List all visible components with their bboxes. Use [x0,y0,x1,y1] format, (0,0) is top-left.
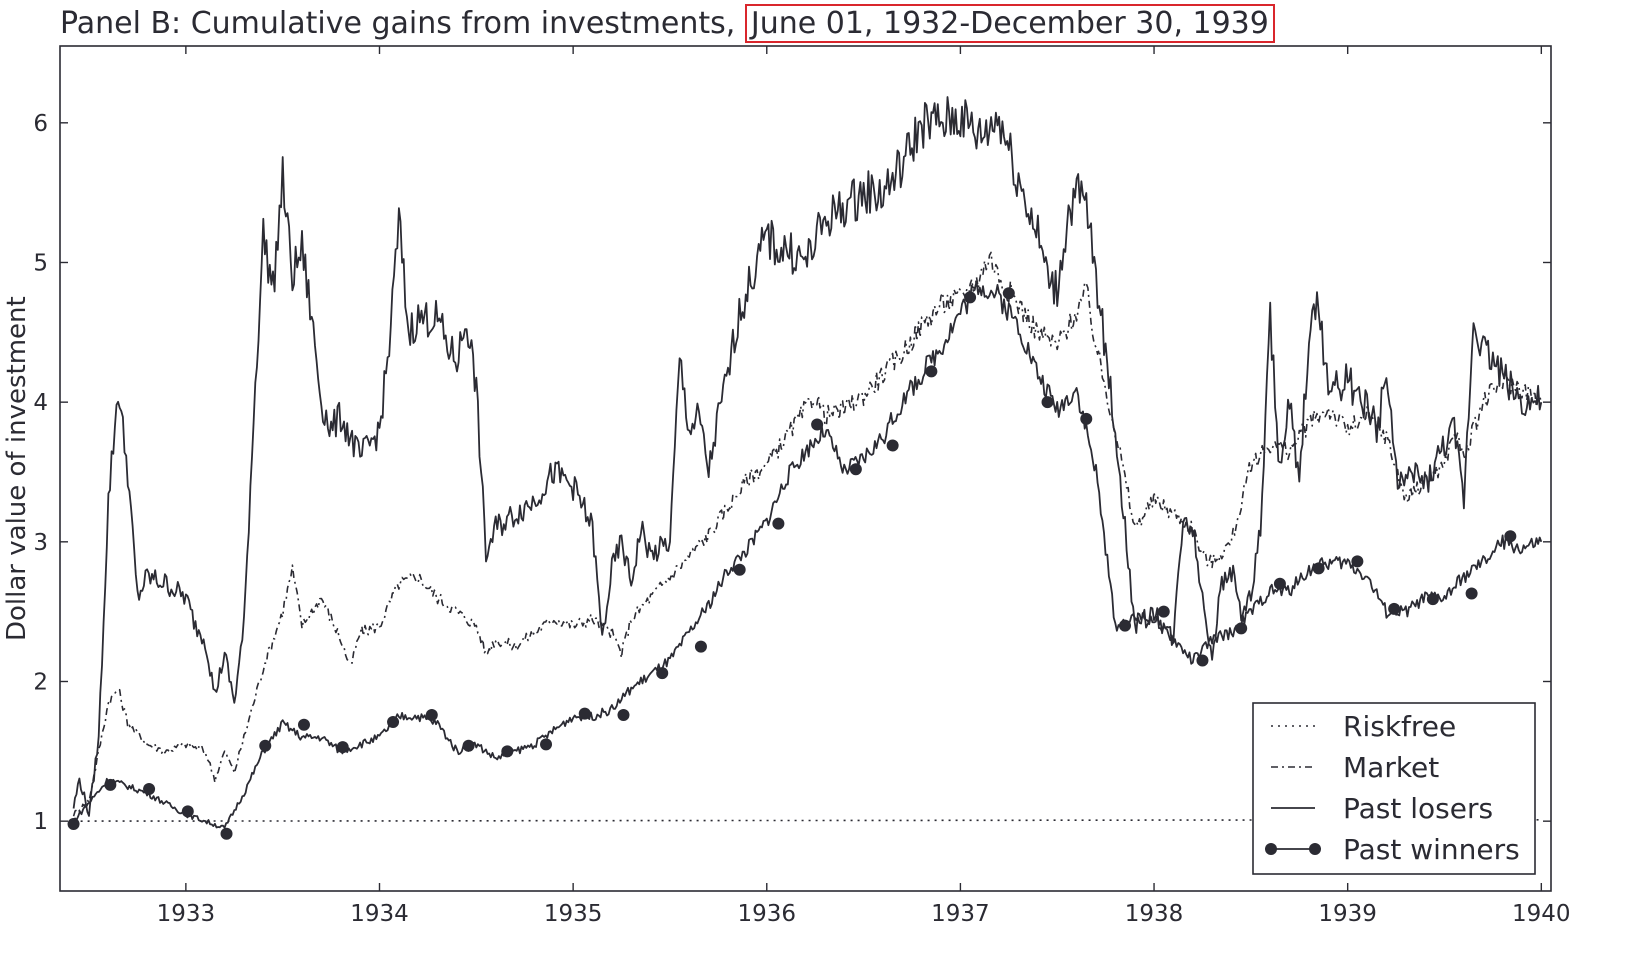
past-winners-marker [67,817,80,830]
past-winners-marker [336,741,349,754]
past-winners-marker [1388,602,1401,615]
past-winners-marker [425,709,438,722]
x-tick-label: 1938 [1125,901,1184,927]
y-tick-label: 1 [33,809,48,835]
x-tick-label: 1933 [157,901,216,927]
past-winners-marker [259,739,272,752]
past-winners-marker [181,805,194,818]
legend: Riskfree Market Past losers Past winners [1252,702,1536,875]
past-winners-marker [462,739,475,752]
past-winners-marker [1426,593,1439,606]
past-winners-marker [811,418,824,431]
chart-title-prefix: Panel B: Cumulative gains from investmen… [60,6,736,41]
series-line-past-losers [72,96,1543,817]
series-line-market [72,251,1543,817]
past-winners-marker [656,667,669,680]
past-winners-marker [849,463,862,476]
past-winners-marker [578,707,591,720]
axes-layer: 1933 1934 1935 1936 1937 1938 1939 1940 1 2 3 4 5 6 [33,46,1571,927]
chart-title-date-range: June 01, 1932-December 30, 1939 [744,4,1275,43]
past-winners-marker [694,640,707,653]
x-tick-label: 1934 [350,901,409,927]
past-winners-marker [733,563,746,576]
y-tick-label: 4 [33,390,48,416]
past-winners-marker [1080,412,1093,425]
past-winners-marker [220,827,233,840]
legend-label: Past losers [1343,792,1493,825]
plot-frame [59,45,1552,892]
past-winners-marker [143,783,156,796]
past-winners-marker [297,718,310,731]
past-winners-marker [1312,562,1325,575]
past-winners-marker [925,365,938,378]
past-winners-marker [1273,577,1286,590]
x-tick-label: 1937 [931,901,990,927]
past-winners-marker [501,745,514,758]
past-winners-marker [1465,587,1478,600]
past-winners-marker [1002,287,1015,300]
legend-label: Riskfree [1343,710,1456,743]
y-tick-label: 6 [33,111,48,137]
y-tick-label: 2 [33,669,48,695]
x-tick-label: 1939 [1318,901,1377,927]
chart-title: Panel B: Cumulative gains from investmen… [60,4,1275,44]
legend-box [1252,702,1536,875]
x-tick-label: 1936 [737,901,796,927]
past-winners-marker [617,709,630,722]
past-winners-marker [540,738,553,751]
legend-marker [1309,843,1321,855]
past-winners-marker [1119,619,1131,632]
past-winners-marker [1235,622,1248,635]
past-winners-marker [1196,654,1209,667]
past-winners-marker [104,778,117,791]
x-tick-label: 1940 [1512,901,1571,927]
past-winners-marker [964,291,977,304]
legend-marker [1265,843,1277,855]
legend-label: Past winners [1343,833,1520,866]
past-winners-marker [886,439,899,452]
legend-label: Market [1343,751,1439,784]
series-layer [67,96,1543,840]
past-winners-marker [1157,605,1170,618]
past-winners-marker [387,716,400,728]
y-tick-label: 5 [33,250,48,276]
series-line-past-winners [72,280,1543,829]
past-winners-marker [772,517,785,530]
past-winners-marker [1504,530,1517,543]
y-tick-label: 3 [33,530,48,556]
x-tick-label: 1935 [544,901,603,927]
past-winners-marker [1041,396,1054,409]
past-winners-marker [1351,555,1364,568]
